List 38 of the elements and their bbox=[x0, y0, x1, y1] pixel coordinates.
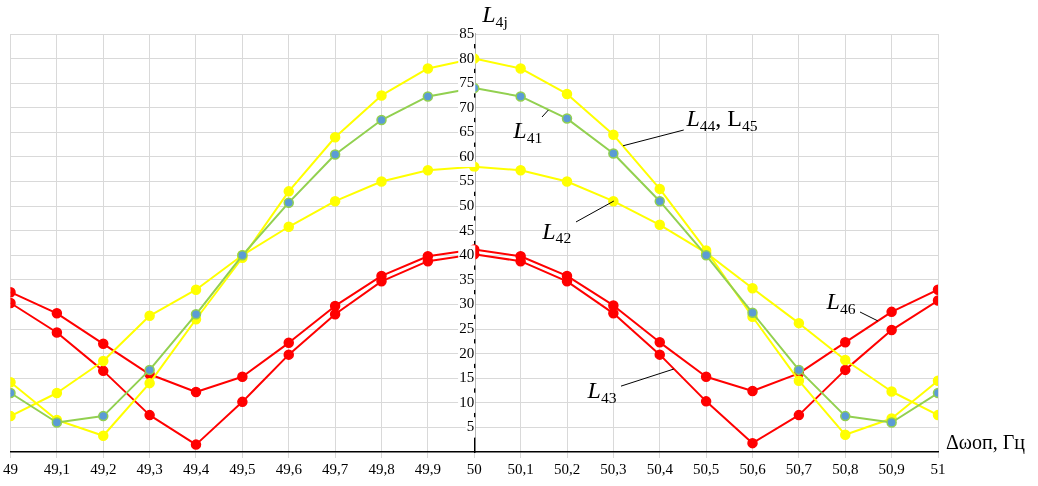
x-tick-label: 50,7 bbox=[785, 460, 813, 477]
y-tick-label: 80 bbox=[459, 49, 475, 66]
y-tick-label: 10 bbox=[459, 393, 475, 410]
x-tick-label: 50,6 bbox=[739, 460, 767, 477]
y-tick-label: 60 bbox=[459, 147, 475, 164]
x-tick-label: 50,2 bbox=[553, 460, 581, 477]
x-axis-title: Δωоп, Гц bbox=[946, 431, 1026, 455]
x-tick-label: 50,5 bbox=[693, 460, 720, 477]
x-tick-label: 49 bbox=[3, 460, 18, 477]
x-tick-label: 50,9 bbox=[878, 460, 905, 477]
y-tick-label: 20 bbox=[459, 344, 475, 361]
y-tick-label: 50 bbox=[459, 197, 475, 214]
y-tick-label: 75 bbox=[459, 74, 475, 91]
y-tick-label: 15 bbox=[459, 369, 475, 386]
x-tick-label: 49,5 bbox=[229, 460, 256, 477]
x-tick-label: 50,8 bbox=[832, 460, 859, 477]
x-tick-label: 50,1 bbox=[507, 460, 534, 477]
y-tick-label: 55 bbox=[459, 172, 475, 189]
y-tick-label: 65 bbox=[459, 123, 475, 140]
y-tick-label: 25 bbox=[459, 320, 475, 336]
y-tick-label: 85 bbox=[459, 24, 475, 41]
x-tick-label: 49,3 bbox=[136, 460, 163, 477]
x-tick-label: 49,9 bbox=[414, 460, 441, 477]
x-tick-label: 49,4 bbox=[182, 460, 210, 477]
y-tick-label: 30 bbox=[459, 295, 475, 312]
x-tick-label: 49,1 bbox=[43, 460, 70, 477]
y-tick-label: 70 bbox=[459, 98, 475, 115]
x-tick-label: 50,4 bbox=[646, 460, 674, 477]
x-tick-label: 50,3 bbox=[600, 460, 627, 477]
y-tick-label: 40 bbox=[459, 246, 475, 263]
y-tick-label: 45 bbox=[459, 221, 475, 238]
x-tick-label: 49,2 bbox=[90, 460, 117, 477]
x-tick-label: 49,6 bbox=[275, 460, 303, 477]
x-tick-label: 51 bbox=[930, 460, 946, 477]
y-tick-label: 35 bbox=[459, 270, 475, 287]
y-tick-label: 5 bbox=[466, 418, 475, 435]
x-tick-label: 49,7 bbox=[322, 460, 349, 477]
x-tick-label: 49,8 bbox=[368, 460, 395, 477]
